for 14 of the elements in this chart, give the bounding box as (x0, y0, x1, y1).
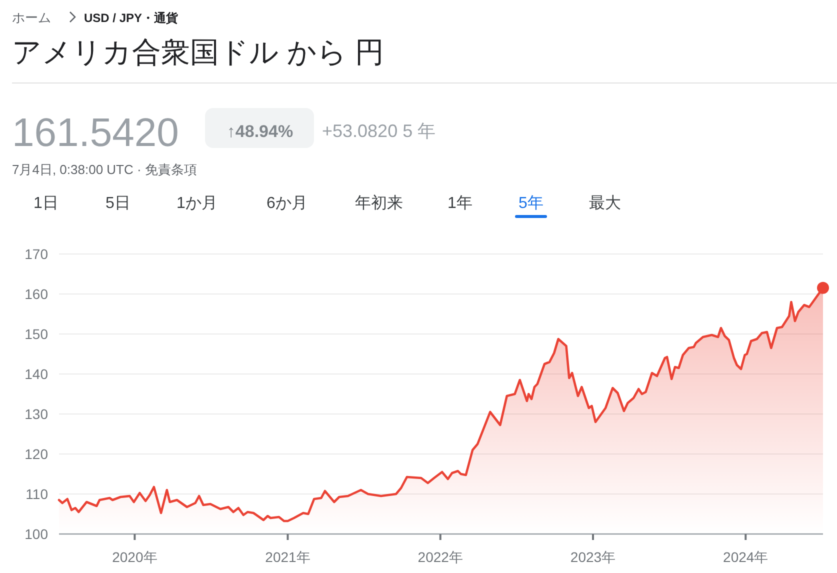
x-tick-label: 2021年 (265, 549, 310, 565)
y-tick-label: 100 (24, 526, 48, 542)
y-tick-label: 140 (24, 366, 48, 382)
y-tick-label: 150 (24, 326, 48, 342)
chart-title: アメリカ合衆国ドル から 円 (12, 37, 384, 69)
y-tick-label: 170 (24, 246, 48, 262)
x-tick-label: 2023年 (570, 549, 616, 565)
y-tick-label: 110 (26, 486, 48, 502)
y-tick-label: 120 (24, 446, 48, 462)
x-tick-label: 2022年 (418, 549, 463, 565)
y-tick-label: 160 (24, 286, 48, 302)
y-tick-label: 130 (24, 406, 48, 422)
x-tick-label: 2024年 (723, 549, 768, 565)
x-tick-label: 2020年 (112, 549, 158, 565)
